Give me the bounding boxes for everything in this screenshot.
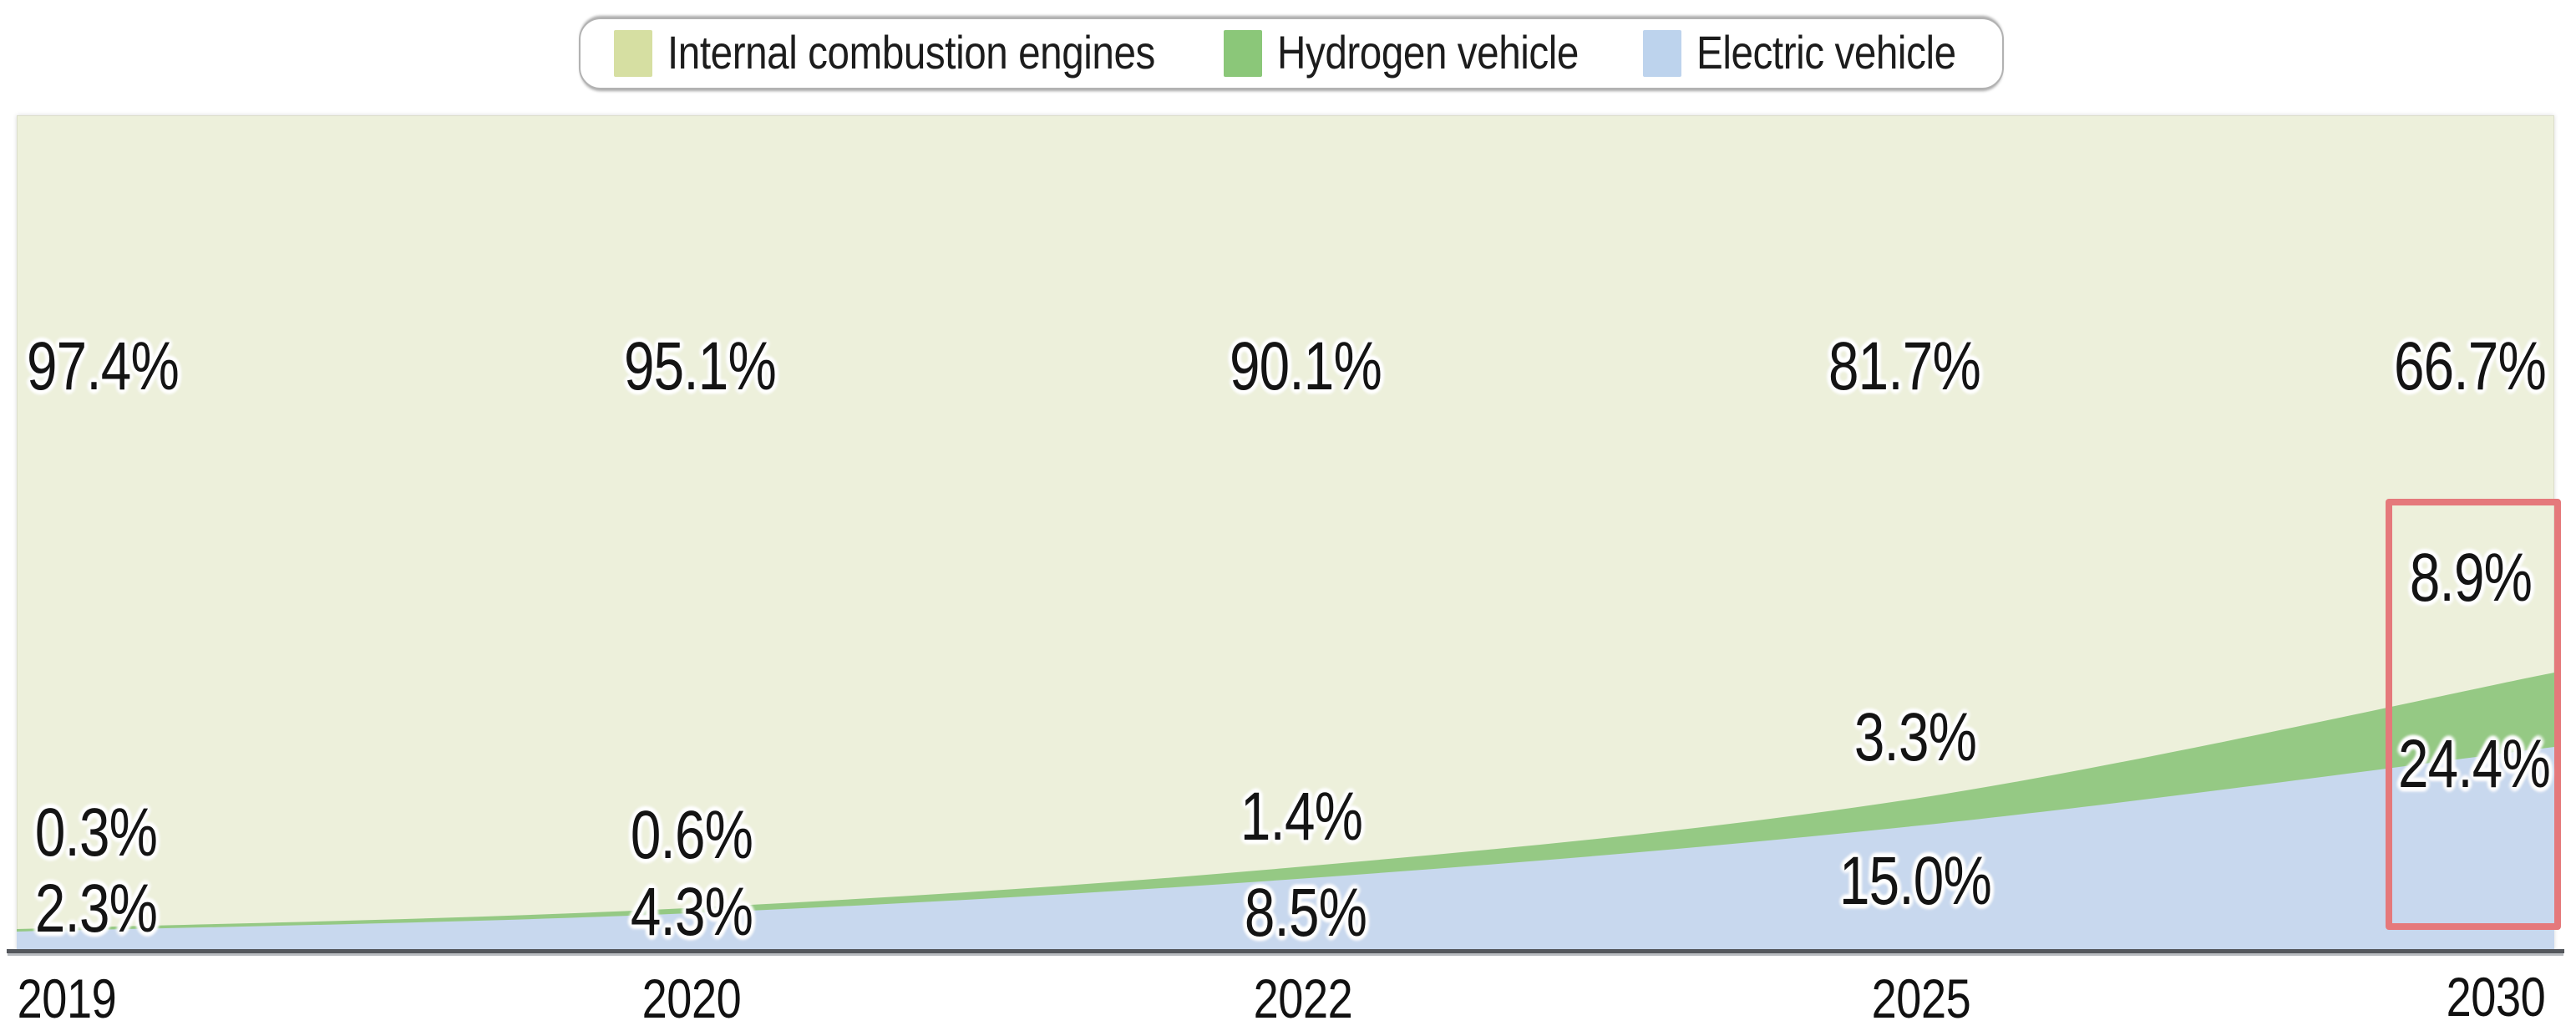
x-tick-2025: 2025 xyxy=(1871,967,1971,1029)
value-label-ev-2030: 24.4% xyxy=(2397,726,2551,802)
area-electric-vehicle xyxy=(17,747,2554,951)
value-label-ice-2020: 95.1% xyxy=(623,328,777,404)
value-label-ice-2022: 90.1% xyxy=(1229,328,1382,404)
x-tick-2030: 2030 xyxy=(2446,966,2546,1028)
legend-label-ice: Internal combustion engines xyxy=(667,26,1155,79)
value-label-ev-2020: 4.3% xyxy=(630,874,753,950)
value-label-ev-2019: 2.3% xyxy=(34,871,158,947)
plot-area xyxy=(17,115,2554,951)
x-tick-2019: 2019 xyxy=(17,967,117,1029)
stacked-area-chart xyxy=(17,673,2554,951)
value-label-ev-2022: 8.5% xyxy=(1244,875,1367,951)
value-label-ice-2030: 66.7% xyxy=(2393,328,2547,404)
x-tick-2022: 2022 xyxy=(1253,967,1353,1029)
legend-swatch-hydrogen xyxy=(1224,30,1262,77)
value-label-h2-2019: 0.3% xyxy=(34,795,158,871)
value-label-ice-2019: 97.4% xyxy=(26,328,180,404)
legend-label-electric: Electric vehicle xyxy=(1696,26,1956,79)
legend-swatch-ice xyxy=(614,30,652,77)
x-tick-2020: 2020 xyxy=(641,967,742,1029)
value-label-h2-2022: 1.4% xyxy=(1240,779,1363,855)
value-label-ice-2025: 81.7% xyxy=(1828,328,1981,404)
legend-swatch-electric xyxy=(1643,30,1681,77)
x-axis-line xyxy=(7,949,2564,953)
legend-label-hydrogen: Hydrogen vehicle xyxy=(1277,26,1579,79)
highlight-box-2030 xyxy=(2386,499,2561,930)
value-label-h2-2025: 3.3% xyxy=(1853,699,1977,775)
value-label-ev-2025: 15.0% xyxy=(1838,843,1992,919)
value-label-h2-2030: 8.9% xyxy=(2409,540,2533,616)
legend: Internal combustion engines Hydrogen veh… xyxy=(579,18,2004,89)
value-label-h2-2020: 0.6% xyxy=(630,797,753,873)
